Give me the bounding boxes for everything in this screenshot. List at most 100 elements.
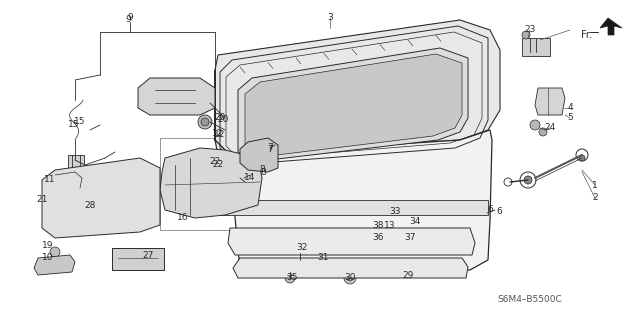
Circle shape [238, 176, 246, 184]
Polygon shape [34, 255, 75, 275]
Circle shape [344, 272, 356, 284]
Text: 16: 16 [177, 213, 189, 222]
Bar [358, 214, 400, 242]
Circle shape [347, 275, 353, 281]
Polygon shape [240, 138, 278, 172]
Circle shape [295, 243, 305, 253]
Text: 28: 28 [84, 201, 96, 210]
Text: 15: 15 [74, 117, 86, 127]
Circle shape [89, 197, 95, 203]
Bar [522, 38, 550, 56]
Circle shape [520, 172, 536, 188]
Text: 33: 33 [389, 207, 401, 217]
Polygon shape [220, 200, 488, 215]
Circle shape [576, 149, 588, 161]
Text: Fr.: Fr. [581, 30, 592, 40]
Text: 9: 9 [125, 15, 131, 24]
Circle shape [213, 160, 223, 170]
Polygon shape [233, 258, 468, 278]
Circle shape [48, 263, 56, 271]
Text: 8: 8 [260, 168, 266, 177]
Circle shape [317, 253, 327, 263]
Circle shape [447, 40, 452, 44]
Text: 6: 6 [487, 205, 493, 214]
Text: 11: 11 [44, 175, 56, 184]
Text: 10: 10 [42, 254, 54, 263]
Circle shape [205, 99, 211, 105]
Text: 9: 9 [127, 13, 133, 23]
Text: 15: 15 [68, 120, 79, 129]
Polygon shape [215, 20, 500, 155]
Circle shape [504, 178, 512, 186]
Circle shape [298, 61, 303, 65]
Text: 3: 3 [327, 13, 333, 23]
Circle shape [198, 115, 212, 129]
Text: 4: 4 [567, 103, 573, 113]
Text: 34: 34 [410, 218, 420, 226]
Circle shape [347, 238, 353, 244]
Circle shape [530, 120, 540, 130]
Circle shape [328, 56, 333, 61]
Circle shape [372, 235, 378, 241]
Bar [42, 197, 60, 209]
Text: 37: 37 [404, 233, 416, 241]
Text: 19: 19 [42, 241, 54, 249]
Text: 5: 5 [567, 114, 573, 122]
Polygon shape [245, 54, 462, 157]
Bar [42, 212, 60, 222]
Polygon shape [228, 228, 475, 255]
Circle shape [370, 233, 380, 243]
Circle shape [202, 96, 214, 108]
Text: 13: 13 [384, 220, 396, 229]
Text: 24: 24 [545, 123, 556, 132]
Circle shape [579, 155, 585, 161]
Text: 22: 22 [212, 160, 223, 169]
Text: 2: 2 [592, 194, 598, 203]
Bar [160, 138, 268, 230]
Text: 22: 22 [209, 158, 221, 167]
Text: 35: 35 [286, 273, 298, 283]
Text: 20: 20 [217, 115, 228, 124]
Text: 7: 7 [267, 144, 273, 152]
Text: 27: 27 [142, 250, 154, 259]
Polygon shape [42, 158, 160, 238]
Circle shape [401, 230, 415, 244]
Text: 30: 30 [344, 272, 356, 281]
Polygon shape [138, 78, 215, 115]
Circle shape [50, 247, 60, 257]
Text: 29: 29 [403, 271, 413, 279]
Text: 7: 7 [267, 145, 273, 154]
Polygon shape [215, 70, 492, 270]
Circle shape [267, 238, 273, 244]
Circle shape [522, 31, 530, 39]
Circle shape [371, 226, 379, 234]
Circle shape [381, 214, 389, 222]
Polygon shape [600, 18, 622, 35]
Circle shape [268, 65, 273, 70]
Bar [160, 138, 268, 230]
Polygon shape [535, 88, 565, 115]
Circle shape [387, 221, 394, 228]
Text: 20: 20 [214, 114, 226, 122]
Text: 36: 36 [372, 233, 384, 241]
Text: 1: 1 [592, 181, 598, 189]
Circle shape [364, 218, 372, 226]
Polygon shape [160, 148, 262, 218]
Text: 14: 14 [244, 174, 256, 182]
Circle shape [201, 118, 209, 126]
Circle shape [417, 42, 422, 48]
Text: S6M4–B5500C: S6M4–B5500C [498, 295, 563, 304]
Text: 8: 8 [259, 166, 265, 174]
Text: 12: 12 [212, 129, 224, 137]
Circle shape [86, 194, 98, 206]
Polygon shape [238, 48, 468, 162]
Text: 23: 23 [524, 26, 536, 34]
Circle shape [543, 95, 553, 105]
Circle shape [539, 128, 547, 136]
Circle shape [319, 256, 324, 261]
Text: 12: 12 [214, 130, 225, 139]
Circle shape [405, 234, 411, 240]
Bar [68, 155, 84, 177]
Circle shape [285, 273, 295, 283]
Text: 32: 32 [296, 242, 308, 251]
